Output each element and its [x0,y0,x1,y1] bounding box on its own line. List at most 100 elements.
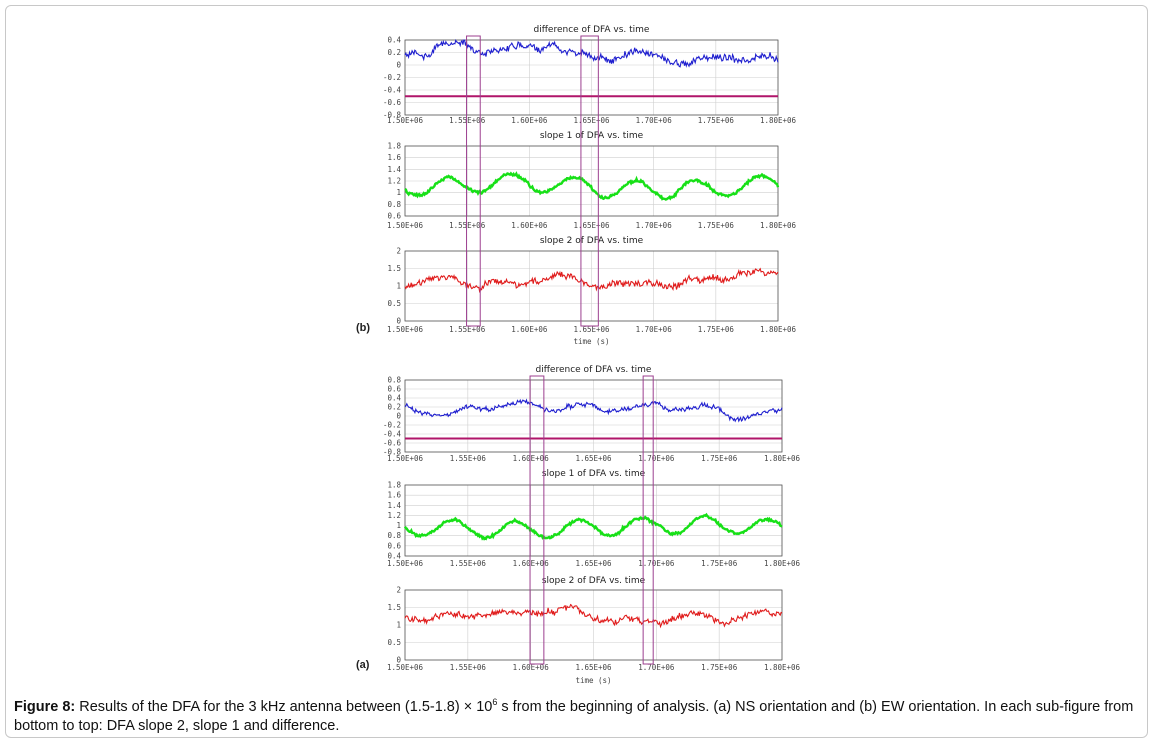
x-axis-title: time (s) [573,337,609,346]
x-tick-label: 1.55E+06 [450,559,487,568]
y-tick-label: 0.4 [387,552,401,561]
caption-text-1: Results of the DFA for the 3 kHz antenna… [75,699,493,715]
x-tick-label: 1.50E+06 [387,325,424,334]
x-tick-label: 1.60E+06 [511,221,548,230]
x-tick-label: 1.55E+06 [450,454,487,463]
panel-ns: (a)difference of DFA vs. time0.80.60.40.… [356,365,801,685]
panel-label: (b) [356,322,370,334]
x-tick-label: 1.70E+06 [638,559,675,568]
plot-frame [404,379,783,453]
panel-ew: (b) difference of DFA vs. time 0.4 0.2 0 -0.2… [356,25,797,346]
plot-title: slope 1 of DFA vs. time [540,131,644,141]
y-tick-label: 0.6 [387,385,401,394]
y-tick-label: 0.5 [387,299,401,308]
y-tick-label: 0.4 [387,36,401,45]
y-tick-label: 0.2 [387,48,401,57]
y-tick-label: 1.2 [387,177,401,186]
y-tick-label: -0.6 [383,98,402,107]
y-tick-label: 0 [396,656,401,665]
y-tick-label: 1.8 [387,142,401,151]
y-tick-label: 1.5 [387,603,401,612]
y-tick-label: 0.6 [387,212,401,221]
x-tick-label: 1.55E+06 [449,116,486,125]
y-tick-label: 0.6 [387,541,401,550]
x-tick-label: 1.80E+06 [764,454,801,463]
caption-superscript: 6 [492,697,498,708]
y-tick-label: 1.2 [387,511,401,520]
x-tick-label: 1.60E+06 [513,454,550,463]
x-tick-label: 1.55E+06 [450,663,487,672]
x-tick-label: 1.70E+06 [636,116,673,125]
y-tick-label: 0.2 [387,403,401,412]
y-tick-label: 1.4 [387,165,401,174]
highlight-box [580,35,599,327]
figure-caption: Figure 8: Results of the DFA for the 3 k… [14,698,1142,736]
y-tick-label: 0 [396,61,401,70]
series-line-slope-2 [404,603,783,629]
series-line-difference [404,38,779,68]
figure-frame [5,5,1148,738]
plot-title: slope 1 of DFA vs. time [542,469,646,479]
x-tick-label: 1.75E+06 [698,116,735,125]
x-tick-label: 1.50E+06 [387,663,424,672]
x-tick-label: 1.50E+06 [387,116,424,125]
y-tick-label: 1 [396,282,401,291]
y-tick-label: 0.4 [387,394,401,403]
y-tick-label: -0.8 [383,111,402,120]
y-tick-label: 1.6 [387,491,401,500]
caption-text-2: s from the beginning of analysis. (a) NS… [14,699,1134,734]
plot-title: slope 2 of DFA vs. time [540,236,644,246]
x-tick-label: 1.60E+06 [513,559,550,568]
x-tick-label: 1.65E+06 [575,559,612,568]
x-tick-label: 1.65E+06 [575,454,612,463]
y-tick-label: 1.6 [387,153,401,162]
x-tick-label: 1.80E+06 [760,116,797,125]
figure-chart: (b)difference of DFA vs. time0.40.20-0.2… [356,25,801,685]
subplot-difference: difference of DFA vs. time 0.80.60.40.20 -… [383,365,801,463]
x-tick-label: 1.55E+06 [449,221,486,230]
plot-frame [404,145,779,217]
y-tick-label: 1.4 [387,501,401,510]
series-line-slope-1 [403,512,783,541]
x-tick-label: 1.75E+06 [698,221,735,230]
plot-frame [404,39,779,116]
x-tick-label: 1.70E+06 [638,454,675,463]
x-tick-label: 1.65E+06 [573,325,610,334]
highlight-box [466,35,481,327]
plot-title: difference of DFA vs. time [534,25,650,35]
x-tick-label: 1.60E+06 [511,116,548,125]
subplot-slope-1: slope 1 of DFA vs. time1.81.61.41.210.80… [387,469,801,568]
y-tick-label: 0.8 [387,200,401,209]
plot-title: slope 2 of DFA vs. time [542,576,646,586]
y-tick-label: -0.4 [383,430,402,439]
subplot-slope-2: slope 2 of DFA vs. time 2 1.5 1 0.5 01.50E+06… [387,236,797,334]
series-line-difference [404,398,783,423]
subplot-slope-1: slope 1 of DFA vs. time1.81.61.41.210.80… [387,131,797,230]
y-tick-label: 2 [396,586,401,595]
y-tick-label: 2 [396,247,401,256]
y-tick-label: -0.2 [383,73,401,82]
y-tick-label: 1.8 [387,481,401,490]
y-tick-label: -0.8 [383,448,402,457]
x-tick-label: 1.70E+06 [636,325,673,334]
plot-title: difference of DFA vs. time [536,365,652,375]
x-tick-label: 1.65E+06 [573,221,610,230]
y-tick-label: 0 [396,317,401,326]
y-tick-label: 0.8 [387,376,401,385]
series-line-slope-2 [404,267,779,293]
y-tick-label: -0.6 [383,439,402,448]
x-tick-label: 1.75E+06 [698,325,735,334]
x-tick-label: 1.75E+06 [701,663,738,672]
y-tick-label: 0 [396,412,401,421]
y-tick-label: -0.4 [383,86,402,95]
subplot-difference: difference of DFA vs. time 0.4 0.2 0 -0.2 -0.… [383,25,797,125]
x-tick-label: 1.75E+06 [701,559,738,568]
x-tick-label: 1.60E+06 [513,663,550,672]
x-tick-label: 1.65E+06 [575,663,612,672]
y-tick-label: 1.5 [387,264,401,273]
x-tick-label: 1.70E+06 [636,221,673,230]
y-tick-label: 0.8 [387,531,401,540]
x-tick-label: 1.70E+06 [638,663,675,672]
x-axis-title: time (s) [575,676,611,685]
y-tick-label: 1 [396,521,401,530]
